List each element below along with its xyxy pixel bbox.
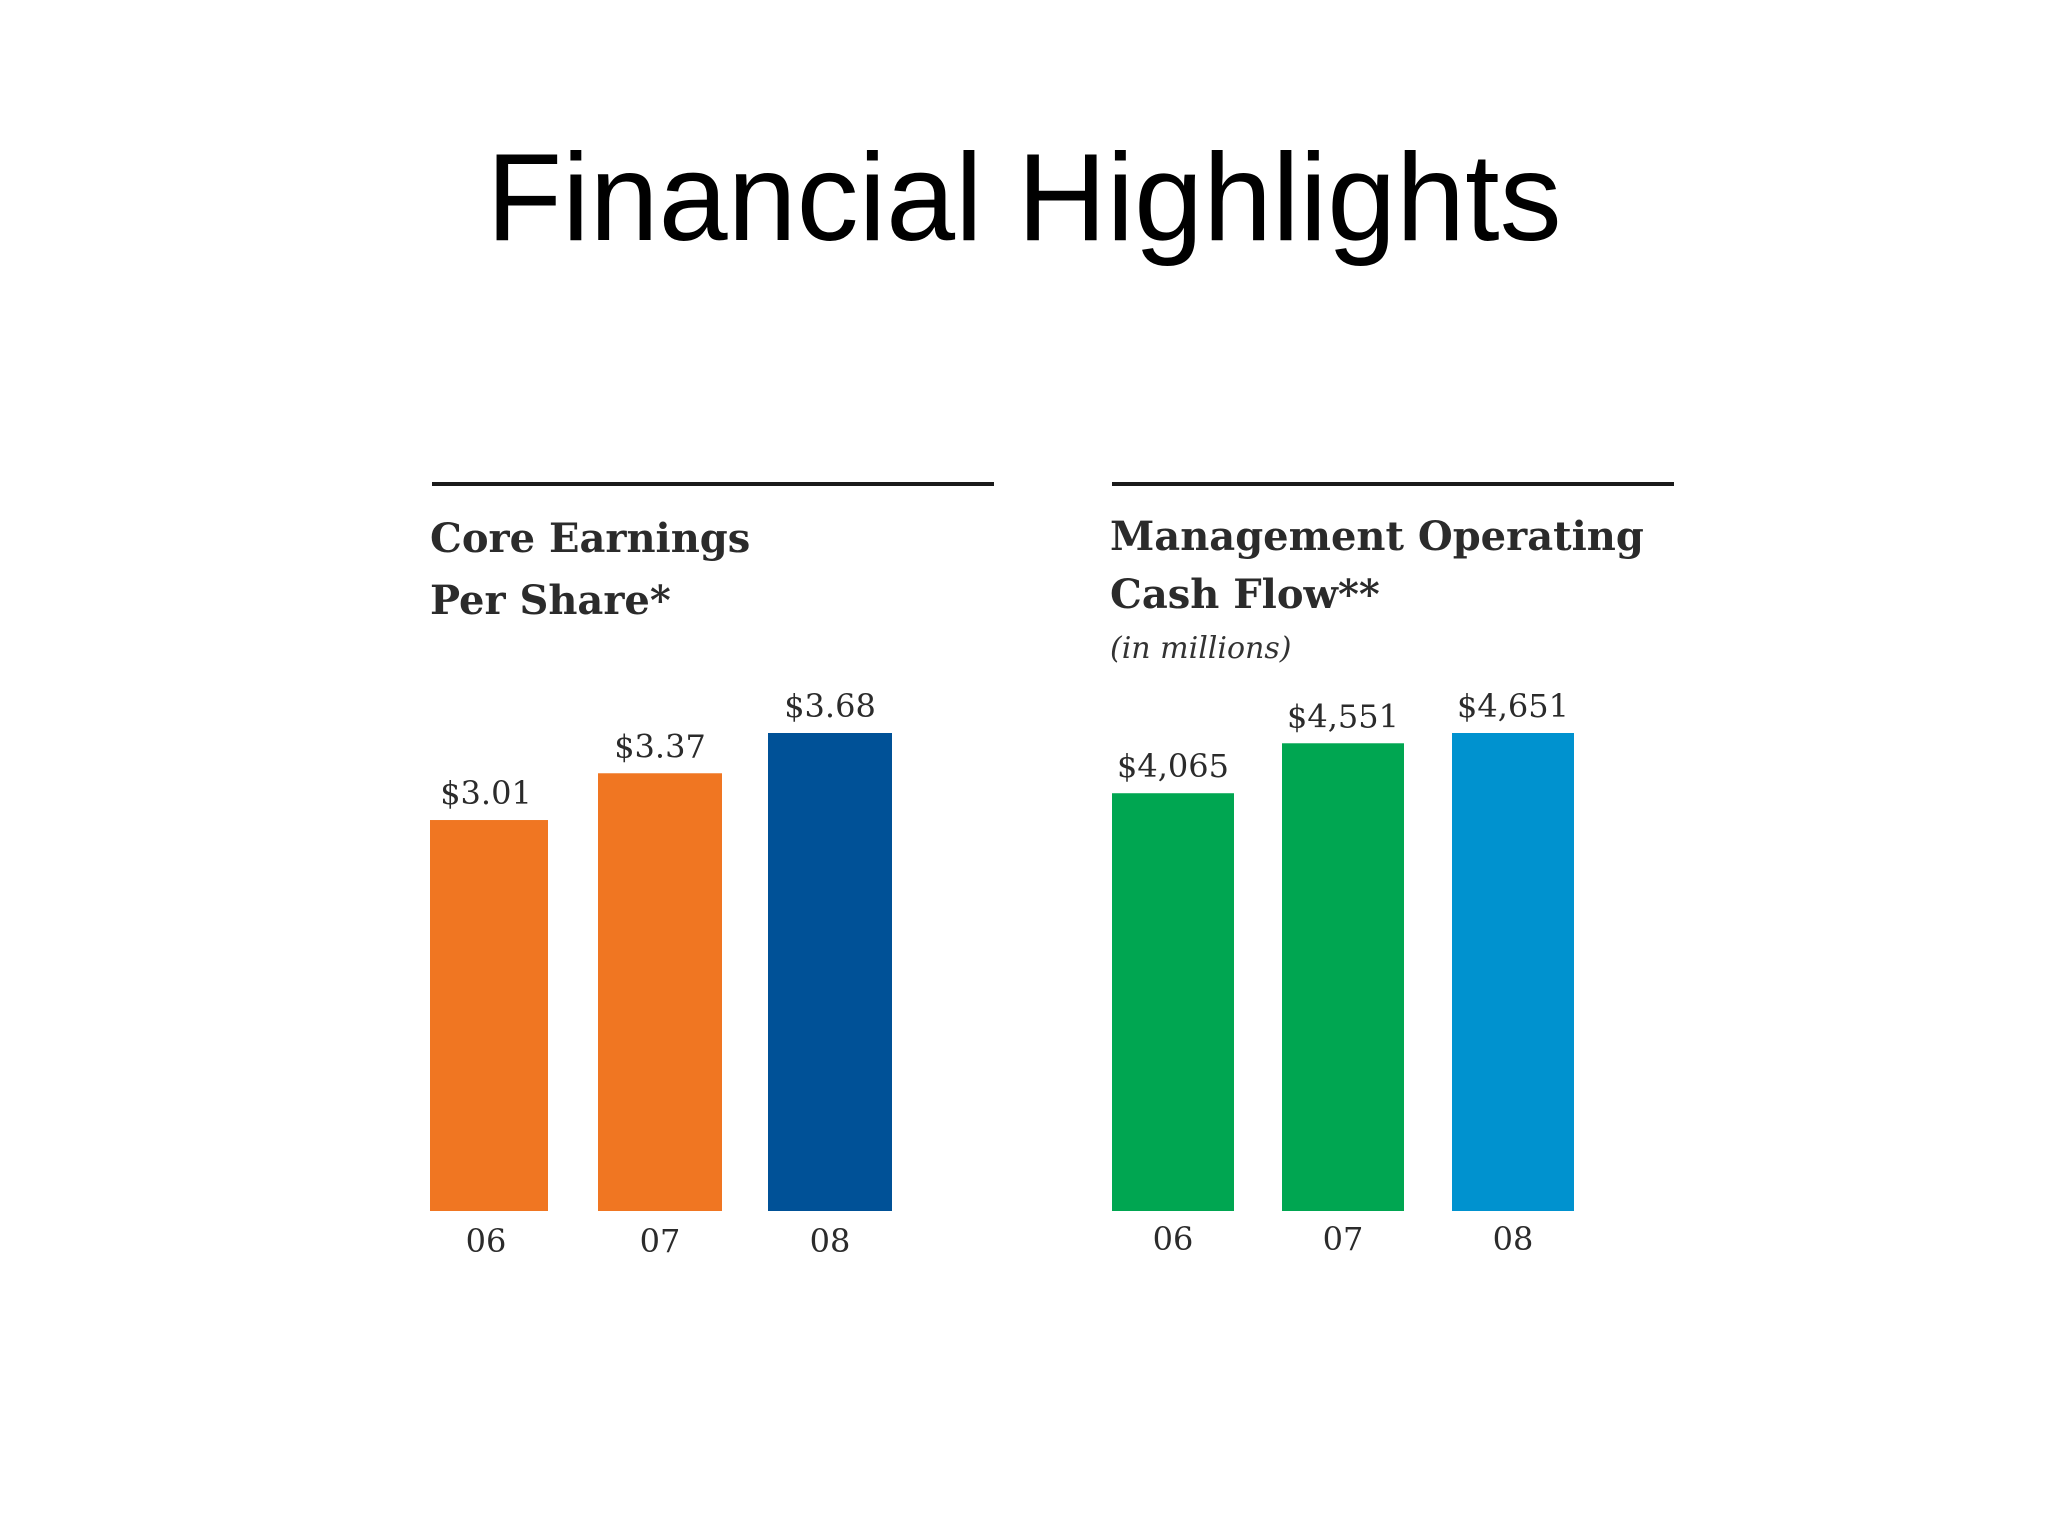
chart-title: Management Operating Cash Flow** (in mil…	[1110, 508, 1676, 674]
cash-flow-bar-chart: $4,065 06 $4,551 07 $4,651 08	[1112, 687, 1574, 1258]
bar-07	[1282, 743, 1404, 1211]
chart-title-line-2: Cash Flow**	[1110, 571, 1380, 618]
core-earnings-bar-chart: $3.01 06 $3.37 07 $3.68 08	[430, 687, 892, 1260]
value-label-07: $3.37	[614, 727, 706, 765]
bar-08	[768, 733, 892, 1211]
bar-06	[1112, 793, 1234, 1211]
bar-07	[598, 773, 722, 1211]
x-tick-label-08: 08	[810, 1222, 851, 1260]
x-tick-label-06: 06	[466, 1222, 507, 1260]
core-earnings-chart-panel: Core Earnings Per Share* $3.01 06 $3.37 07 $…	[430, 478, 996, 1278]
x-tick-label-08: 08	[1493, 1220, 1534, 1258]
bar-08	[1452, 733, 1574, 1211]
chart-title-line-1: Core Earnings	[430, 515, 751, 562]
chart-subtitle: (in millions)	[1110, 631, 1292, 666]
chart-title-line-2: Per Share*	[430, 577, 671, 624]
chart-top-rule	[432, 482, 994, 486]
x-tick-label-07: 07	[1323, 1220, 1364, 1258]
value-label-08: $4,651	[1457, 687, 1569, 725]
chart-top-rule	[1112, 482, 1674, 486]
bar-06	[430, 820, 548, 1211]
chart-title: Core Earnings Per Share*	[430, 508, 996, 632]
cash-flow-chart-panel: Management Operating Cash Flow** (in mil…	[1110, 478, 1676, 1278]
x-tick-label-06: 06	[1153, 1220, 1194, 1258]
chart-title-line-1: Management Operating	[1110, 513, 1644, 560]
value-label-08: $3.68	[784, 687, 876, 725]
value-label-06: $3.01	[440, 774, 532, 812]
value-label-06: $4,065	[1117, 747, 1229, 785]
value-label-07: $4,551	[1287, 697, 1399, 735]
slide-title: Financial Highlights	[486, 129, 1562, 267]
x-tick-label-07: 07	[640, 1222, 681, 1260]
